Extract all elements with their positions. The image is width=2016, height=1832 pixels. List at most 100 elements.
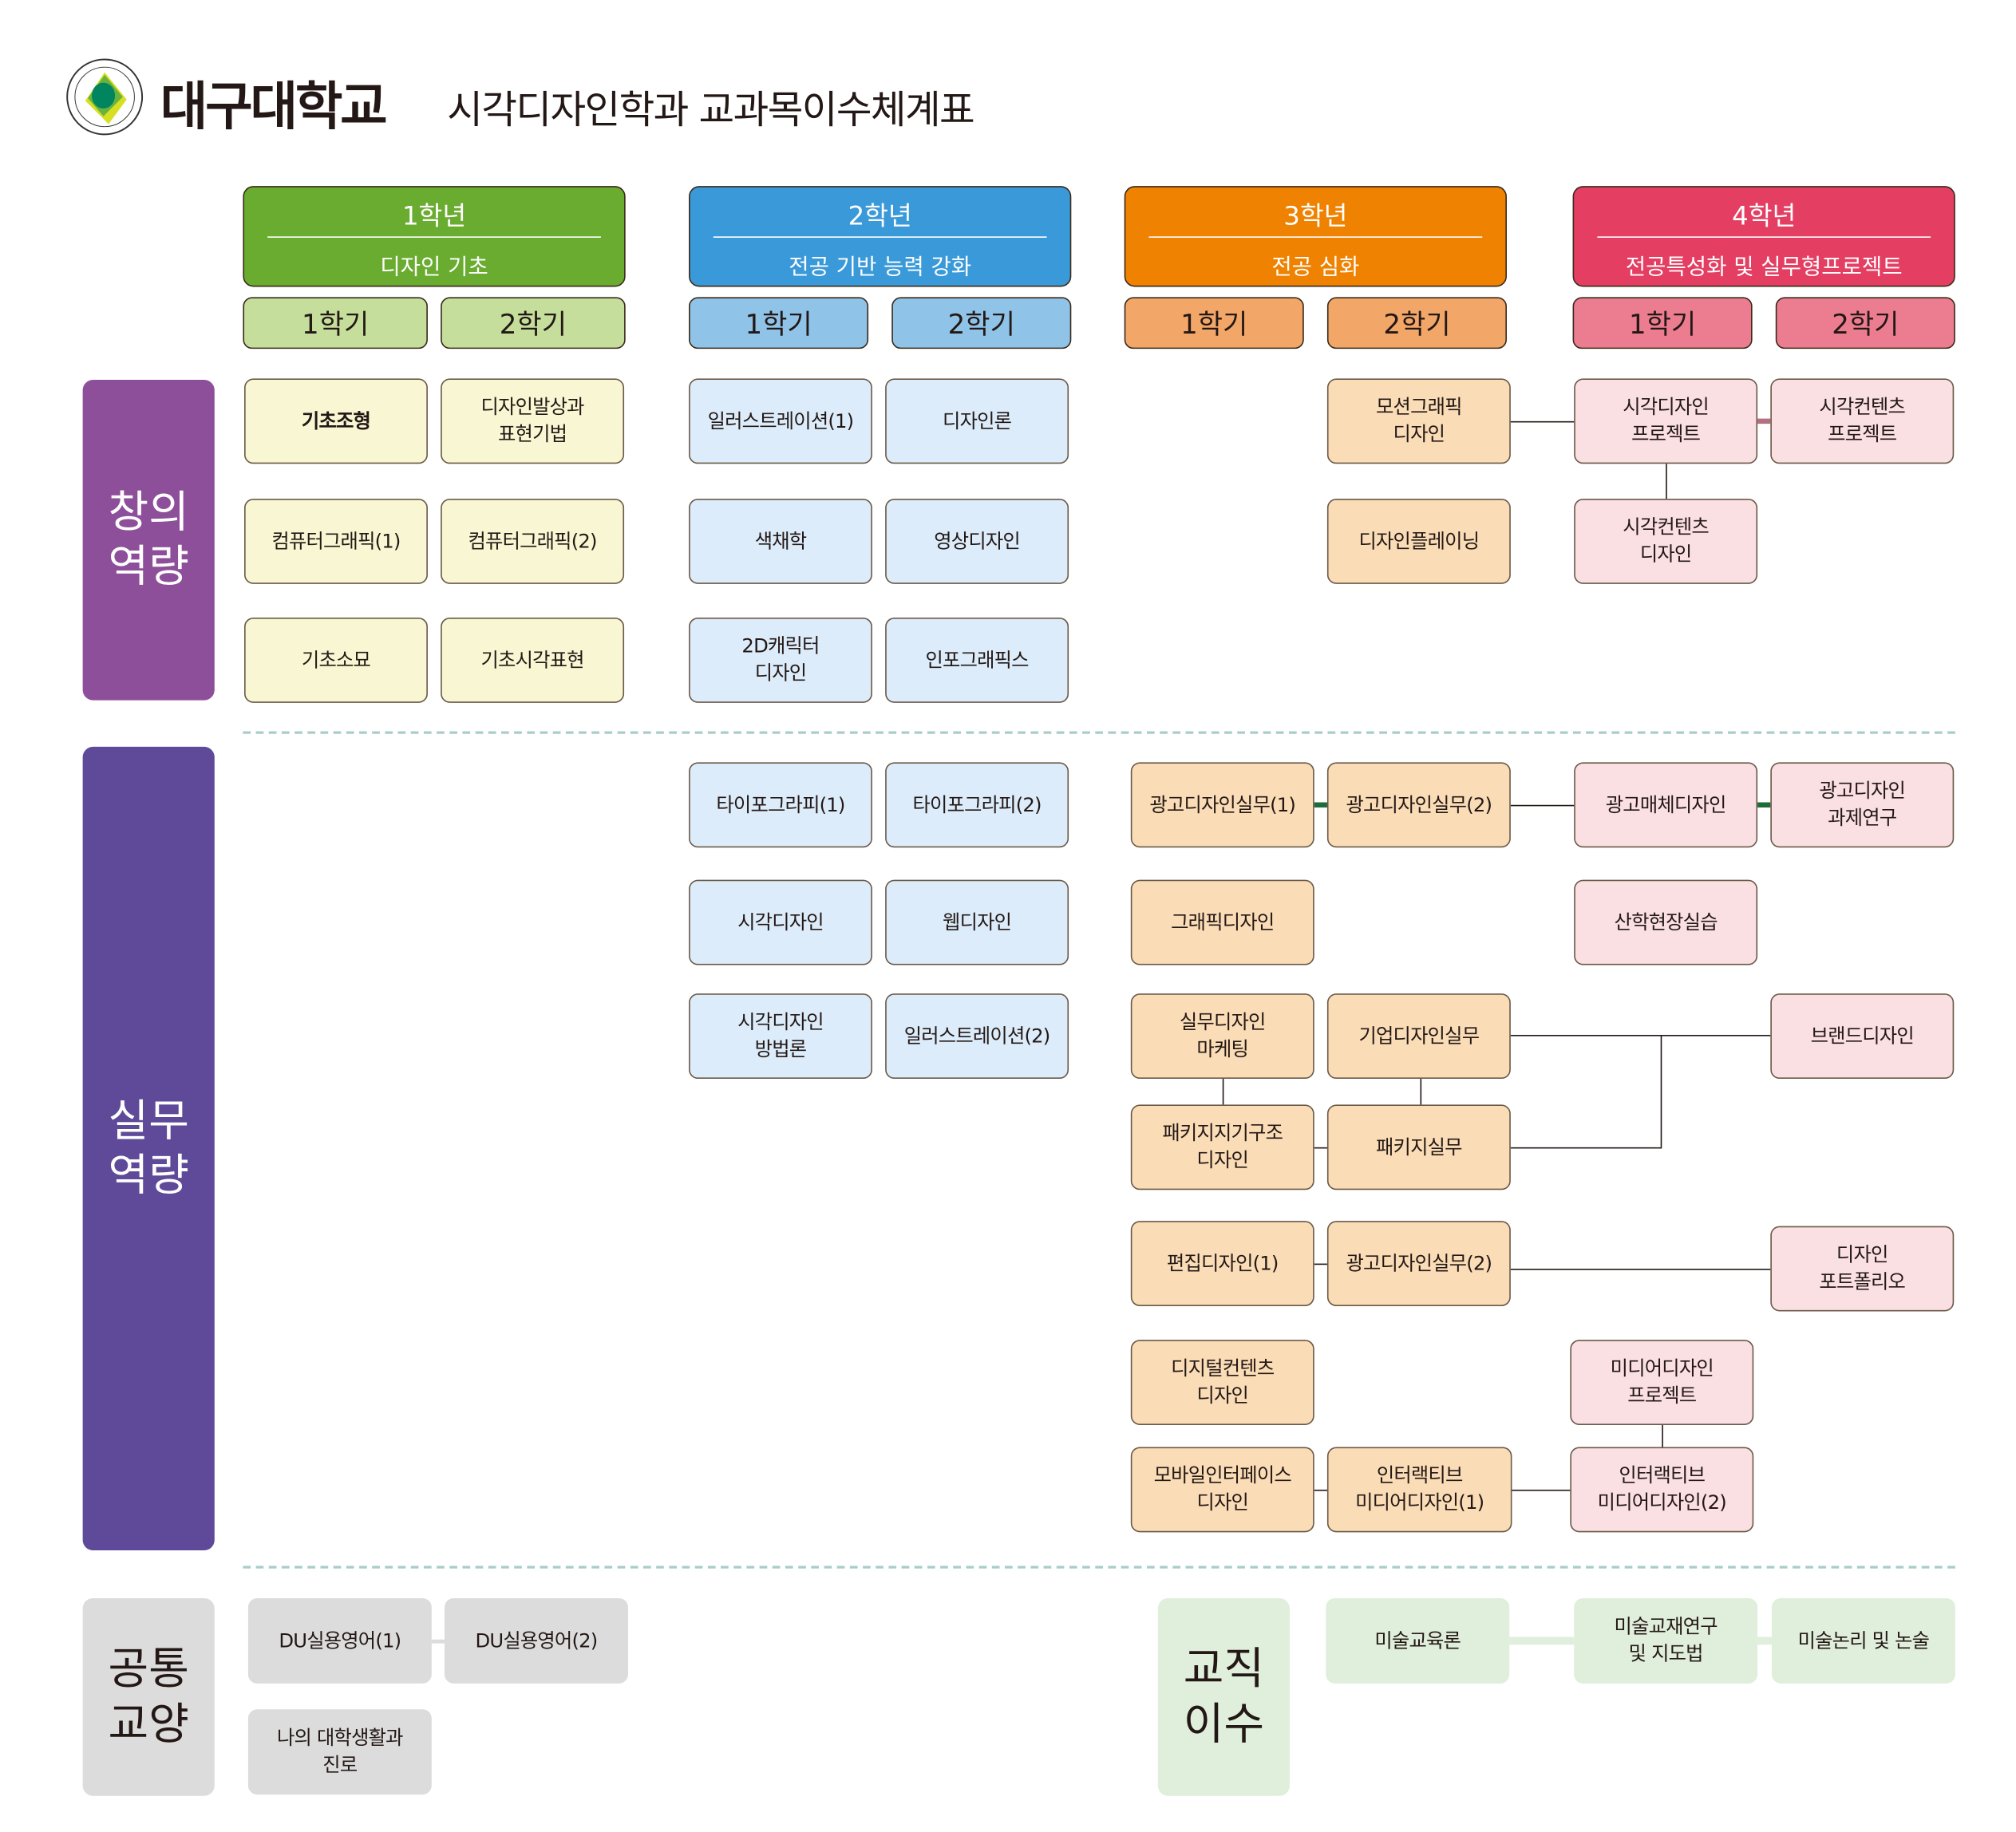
year-label: 1학년 — [401, 199, 467, 231]
connector-line — [1222, 1079, 1224, 1105]
course-box: 기초시각표현 — [441, 617, 625, 703]
course-box: 시각디자인 — [689, 879, 872, 965]
course-box: 그래픽디자인 — [1130, 879, 1314, 965]
connector-line — [1666, 464, 1668, 499]
year-theme: 전공특성화 및 실무형프로젝트 — [1625, 254, 1903, 281]
connector-line — [1509, 1637, 1575, 1645]
semester-label: 1학기 — [1124, 297, 1304, 349]
course-box: 타이포그라피(1) — [689, 762, 872, 848]
course-box: 일러스트레이션(1) — [689, 378, 872, 464]
course-box: 디자인플레이닝 — [1326, 499, 1511, 584]
course-box: 미술교육론 — [1326, 1597, 1510, 1684]
semester-label: 1학기 — [1572, 297, 1753, 349]
semester-label: 2학기 — [891, 297, 1072, 349]
course-box: DU실용영어(1) — [247, 1597, 432, 1684]
course-box: 미술논리 및 논술 — [1771, 1597, 1955, 1684]
course-box: 디자인론 — [885, 378, 1069, 464]
section-divider — [243, 1565, 1955, 1569]
course-box: DU실용영어(2) — [445, 1597, 628, 1684]
course-box: 편집디자인(1) — [1130, 1221, 1314, 1307]
connector-line — [1660, 1034, 1662, 1147]
course-box: 광고디자인실무(2) — [1326, 762, 1511, 848]
semester-label: 1학기 — [689, 297, 869, 349]
semester-label: 2학기 — [1326, 297, 1507, 349]
year-label: 3학년 — [1283, 199, 1348, 231]
connector-line — [1510, 804, 1575, 807]
course-box: 기초소묘 — [244, 617, 428, 703]
year-theme: 디자인 기초 — [380, 254, 488, 281]
course-box: 광고디자인실무(1) — [1130, 762, 1314, 848]
divider — [1597, 236, 1931, 238]
course-box: 색채학 — [689, 499, 872, 584]
course-box: 미디어디자인 프로젝트 — [1570, 1340, 1754, 1425]
connector-line — [1757, 1637, 1772, 1645]
connector-line — [431, 1639, 445, 1644]
course-box: 시각디자인 프로젝트 — [1574, 378, 1758, 464]
general-education-label: 공통 교양 — [82, 1597, 215, 1796]
course-box: 브랜드디자인 — [1770, 993, 1955, 1080]
course-box: 기초조형 — [244, 378, 428, 464]
semester-label: 2학기 — [441, 297, 626, 349]
connector-line — [1314, 802, 1327, 807]
course-box: 실무디자인 마케팅 — [1130, 993, 1314, 1080]
course-box: 2D캐릭터 디자인 — [689, 617, 872, 703]
creative-competency-label: 창의 역량 — [82, 380, 215, 701]
connector-line — [1314, 1263, 1327, 1265]
course-box: 시각컨텐츠 프로젝트 — [1770, 378, 1955, 464]
course-box: 미술교재연구 및 지도법 — [1574, 1597, 1758, 1684]
section-divider — [243, 731, 1955, 734]
teaching-course-label: 교직 이수 — [1157, 1597, 1290, 1796]
semester-label: 2학기 — [1775, 297, 1955, 349]
course-box: 일러스트레이션(2) — [885, 993, 1069, 1080]
connector-line — [1510, 420, 1575, 423]
divider — [1148, 236, 1483, 238]
course-box: 광고디자인실무(2) — [1326, 1221, 1511, 1307]
connector-line — [1510, 1034, 1771, 1036]
connector-line — [1662, 1424, 1664, 1447]
course-box: 나의 대학생활과 진로 — [247, 1709, 432, 1795]
year-theme: 전공 기반 능력 강화 — [789, 254, 972, 281]
course-box: 광고매체디자인 — [1574, 762, 1758, 848]
university-logo-icon — [66, 58, 144, 136]
course-box: 디자인 포트폴리오 — [1770, 1226, 1955, 1312]
connector-line — [1757, 802, 1771, 807]
course-box: 인포그래픽스 — [885, 617, 1069, 703]
year-label: 2학년 — [848, 199, 912, 231]
course-box: 시각디자인 방법론 — [689, 993, 872, 1080]
course-box: 타이포그라피(2) — [885, 762, 1069, 848]
connector-line — [1420, 1079, 1422, 1105]
practical-competency-label: 실무 역량 — [82, 746, 215, 1551]
connector-line — [1757, 418, 1771, 424]
year-theme: 전공 심화 — [1271, 254, 1360, 281]
connector-line — [1510, 1147, 1662, 1149]
course-box: 패키지실무 — [1326, 1104, 1511, 1190]
course-box: 영상디자인 — [885, 499, 1069, 584]
course-box: 패키지지기구조 디자인 — [1130, 1104, 1314, 1190]
course-box: 디지털컨텐츠 디자인 — [1130, 1340, 1314, 1425]
connector-line — [1512, 1489, 1571, 1491]
year-label: 4학년 — [1732, 199, 1797, 231]
course-box: 웹디자인 — [885, 879, 1069, 965]
semester-label: 1학기 — [243, 297, 428, 349]
course-box: 산학현장실습 — [1574, 879, 1758, 965]
divider — [267, 236, 601, 238]
course-box: 모션그래픽 디자인 — [1326, 378, 1511, 464]
divider — [713, 236, 1047, 238]
course-box: 광고디자인 과제연구 — [1770, 762, 1955, 848]
course-box: 모바일인터페이스 디자인 — [1130, 1447, 1314, 1533]
course-box: 컴퓨터그래픽(1) — [244, 499, 428, 584]
course-box: 컴퓨터그래픽(2) — [441, 499, 625, 584]
page-title: 시각디자인학과 교과목이수체계표 — [447, 88, 975, 133]
course-box: 인터랙티브 미디어디자인(1) — [1326, 1447, 1512, 1533]
course-box: 기업디자인실무 — [1326, 993, 1511, 1080]
course-box: 디자인발상과 표현기법 — [441, 378, 625, 464]
course-box: 시각컨텐츠 디자인 — [1574, 499, 1758, 584]
connector-line — [1314, 1147, 1327, 1149]
course-box: 인터랙티브 미디어디자인(2) — [1570, 1447, 1754, 1533]
university-name: 대구대학교 — [160, 77, 388, 137]
